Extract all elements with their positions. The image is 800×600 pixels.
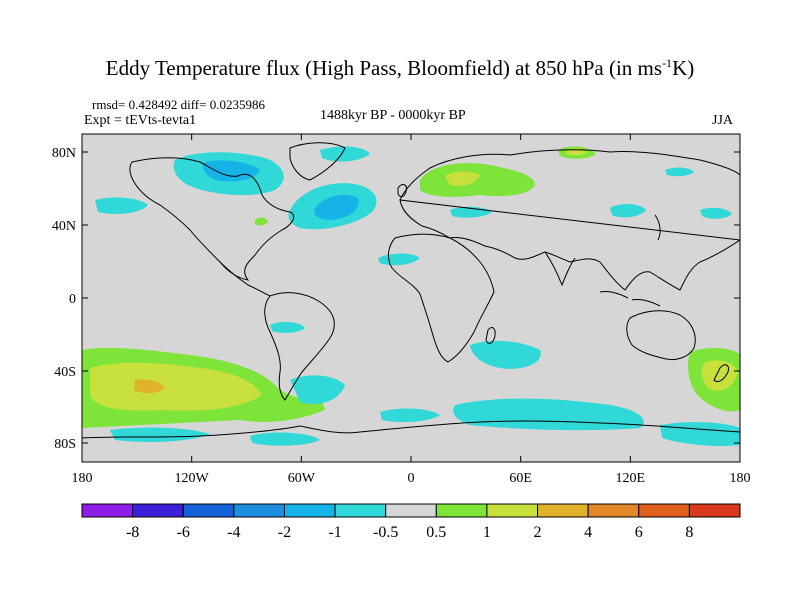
anomaly-fields	[82, 146, 740, 447]
coastline-africa	[387, 233, 495, 363]
colorbar-swatch	[283, 503, 336, 518]
colorbar-swatch	[81, 503, 134, 518]
coastline-central-america	[219, 261, 271, 297]
coastline-india	[544, 251, 576, 287]
colorbar-label: -4	[227, 524, 240, 541]
x-tick-labels: 180 120W 60W 0 60E 120E 180	[72, 471, 751, 486]
y-tick-label: 40S	[54, 365, 76, 380]
period-label: 1488kyr BP - 0000kyr BP	[320, 108, 466, 123]
coastline-australia	[626, 310, 696, 361]
colorbar-label: -2	[278, 524, 291, 541]
coastline-antarctica	[82, 420, 740, 439]
coastline-madagascar	[485, 327, 496, 344]
anomaly-north-atlantic-core	[314, 195, 359, 220]
colorbar-labels: -8 -6 -4 -2 -1 -0.5 0.5 1 2 4 6 8	[126, 524, 693, 541]
colorbar-label: 0.5	[426, 524, 446, 541]
colorbar-swatch	[334, 503, 387, 518]
season-label: JJA	[712, 113, 734, 128]
anomaly-north-pacific	[700, 207, 732, 219]
coastline-north-america	[129, 157, 295, 281]
colorbar-label: -0.5	[373, 524, 398, 541]
anomaly-bering	[665, 167, 694, 177]
anomaly-east-asia	[610, 204, 646, 218]
colorbar-label: -8	[126, 524, 139, 541]
coastline-japan	[654, 214, 661, 241]
colorbar-label: 8	[685, 524, 693, 541]
colorbar-swatch	[385, 503, 437, 518]
stats-label: rmsd= 0.428492 diff= 0.0235986	[92, 97, 265, 112]
anomaly-arctic-east	[320, 146, 370, 162]
colorbar-swatch	[132, 503, 184, 518]
anomaly-southern-ocean-8	[540, 406, 600, 422]
coastline-greenland	[289, 142, 346, 181]
colorbar	[81, 503, 741, 518]
x-tick-label: 120E	[616, 471, 646, 486]
x-tick-label: 180	[72, 471, 93, 486]
colorbar-swatch	[537, 503, 589, 518]
anomaly-canada-green	[255, 217, 268, 226]
anomaly-southern-ocean-1	[290, 375, 345, 405]
colorbar-label: 4	[584, 524, 592, 541]
coastline-south-america	[264, 292, 335, 401]
y-tick-label: 40N	[52, 219, 76, 234]
anomaly-southern-ocean-4	[380, 408, 440, 423]
colorbar-label: -1	[328, 524, 341, 541]
coastline-new-zealand	[713, 364, 729, 383]
x-tick-label: 60E	[509, 471, 532, 486]
coastlines	[82, 142, 740, 439]
colorbar-label: 2	[534, 524, 542, 541]
y-tick-label: 0	[69, 292, 76, 307]
anomaly-southern-ocean-5	[110, 427, 210, 442]
colorbar-swatch	[638, 503, 690, 518]
anomaly-southern-ocean-2	[470, 340, 541, 369]
anomaly-south-pacific-orange	[134, 379, 165, 394]
tick-marks	[81, 134, 741, 462]
anomaly-south-pacific-yellow	[90, 362, 262, 411]
colorbar-swatch	[587, 503, 640, 518]
colorbar-label: 6	[635, 524, 643, 541]
anomaly-south-pacific-east	[270, 321, 305, 333]
plot-title: Eddy Temperature flux (High Pass, Bloomf…	[105, 56, 695, 80]
x-tick-label: 0	[408, 471, 415, 486]
experiment-label: Expt = tEVts-tevta1	[84, 113, 197, 128]
y-tick-label: 80N	[52, 146, 76, 161]
colorbar-swatch	[182, 503, 235, 518]
colorbar-swatch	[688, 503, 741, 518]
colorbar-swatch	[233, 503, 285, 518]
anomaly-southern-ocean-6	[250, 432, 320, 446]
x-tick-label: 120W	[175, 471, 210, 486]
x-tick-label: 180	[730, 471, 751, 486]
x-tick-label: 60W	[288, 471, 316, 486]
coastline-indonesia	[599, 291, 661, 307]
colorbar-swatch	[486, 503, 539, 518]
colorbar-swatch	[435, 503, 488, 518]
anomaly-canada-core	[203, 160, 260, 182]
y-tick-label: 80S	[54, 437, 76, 452]
anomaly-eurasia-yellow	[445, 171, 480, 186]
anomaly-alaska-pacific	[95, 197, 148, 214]
y-tick-labels: 80N 40N 0 40S 80S	[52, 146, 76, 452]
colorbar-label: -6	[177, 524, 190, 541]
anomaly-eurasia-green	[420, 163, 535, 197]
coastline-uk	[397, 184, 407, 198]
colorbar-label: 1	[483, 524, 491, 541]
